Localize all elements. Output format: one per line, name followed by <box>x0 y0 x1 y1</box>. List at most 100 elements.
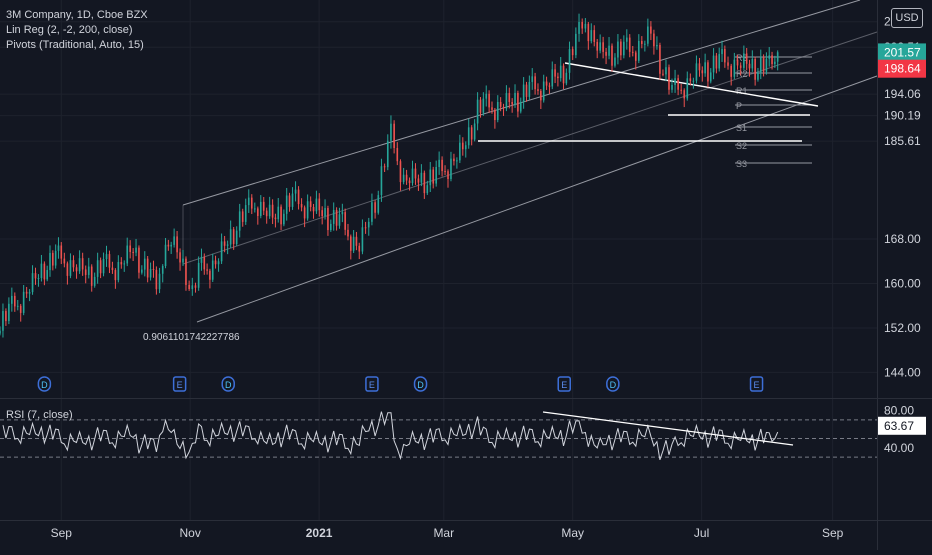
candle-body <box>525 84 528 97</box>
candle-body <box>623 41 625 56</box>
candle-body <box>405 174 408 181</box>
time-tick-label: Sep <box>822 526 844 540</box>
candle-body <box>78 258 81 272</box>
candle-body <box>244 205 247 222</box>
candle-body <box>324 208 326 217</box>
candle-body <box>762 57 765 72</box>
candle-body <box>152 269 155 271</box>
resistance-trendline <box>564 62 819 107</box>
candle-body <box>568 49 571 73</box>
candle-body <box>768 55 771 59</box>
candle-body <box>721 49 723 55</box>
candle-body <box>191 285 194 290</box>
candle-body <box>13 295 16 307</box>
candle-body <box>344 212 346 230</box>
candle-body <box>367 221 370 228</box>
candle-body <box>554 69 556 77</box>
candle-body <box>235 230 238 245</box>
dividend-marker <box>606 376 620 392</box>
candle-body <box>447 171 449 180</box>
candle-body <box>49 252 51 271</box>
candle-body <box>259 201 262 216</box>
candle-body <box>438 159 440 168</box>
earnings-marker <box>557 376 571 392</box>
candle-body <box>132 251 134 253</box>
candle-body <box>262 201 265 211</box>
linreg-study-label[interactable]: Lin Reg (2, -2, 200, close) <box>6 24 133 36</box>
candle-body <box>423 172 426 194</box>
candle-body <box>371 202 373 222</box>
regression-value-label: 0.9061101742227786 <box>143 332 240 343</box>
candle-body <box>294 189 297 194</box>
candle-body <box>176 236 178 253</box>
pivot-label: S1 <box>736 123 747 133</box>
candle-body <box>671 85 673 90</box>
candle-body <box>683 90 686 99</box>
rsi-axis[interactable]: 80.00 40.00 63.67 <box>878 404 926 455</box>
candle-body <box>90 266 93 286</box>
candle-body <box>355 236 358 246</box>
candle-body <box>338 214 341 226</box>
candle-body <box>701 70 704 74</box>
candle-body <box>57 245 60 251</box>
candle-body <box>517 92 519 112</box>
candle-body <box>689 78 692 82</box>
candle-body <box>417 178 420 183</box>
candle-body <box>19 305 22 313</box>
candle-body <box>584 23 587 29</box>
candle-body <box>704 62 706 74</box>
rsi-study-label[interactable]: RSI (7, close) <box>6 409 73 421</box>
candle-body <box>332 209 335 224</box>
candle-body <box>677 78 679 90</box>
currency-button[interactable]: USD <box>891 8 923 28</box>
candle-body <box>707 62 709 82</box>
candle-body <box>155 269 158 290</box>
candle-body <box>380 166 383 196</box>
candle-body <box>143 258 146 270</box>
candle-body <box>656 44 658 47</box>
candle-body <box>441 159 443 172</box>
candle-body <box>420 172 423 183</box>
candle-body <box>488 93 490 108</box>
candle-body <box>309 201 312 207</box>
candles <box>0 13 779 338</box>
candle-body <box>2 311 4 331</box>
candle-body <box>182 258 184 263</box>
candle-body <box>502 106 505 109</box>
time-tick-label: 2021 <box>306 526 333 540</box>
rsi-line <box>2 411 779 461</box>
candle-body <box>173 236 175 245</box>
candle-body <box>511 101 513 105</box>
candle-body <box>146 258 149 278</box>
candle-body <box>31 273 34 293</box>
candle-body <box>211 260 214 280</box>
time-tick-label: Mar <box>433 526 454 540</box>
candle-body <box>739 65 742 68</box>
candle-body <box>330 223 332 231</box>
event-marker-label: E <box>369 380 375 390</box>
pivots-study-label[interactable]: Pivots (Traditional, Auto, 15) <box>6 39 144 51</box>
symbol-title[interactable]: 3M Company, 1D, Cboe BZX <box>6 9 148 21</box>
candle-body <box>43 263 46 280</box>
candle-body <box>114 270 117 281</box>
candle-body <box>411 168 414 184</box>
candle-body <box>327 208 329 231</box>
price-tag-box <box>878 59 926 78</box>
time-axis[interactable]: Sep Nov 2021 Mar May Jul Sep <box>51 526 844 540</box>
candle-body <box>111 267 114 271</box>
candle-body <box>206 269 208 271</box>
rsi-value-tag <box>878 416 926 435</box>
candle-body <box>250 197 253 209</box>
candle-body <box>40 263 43 279</box>
event-marker-label: E <box>561 380 567 390</box>
candle-body <box>335 209 338 226</box>
candle-body <box>634 52 637 61</box>
candle-body <box>285 195 288 214</box>
candle-body <box>241 211 244 222</box>
candle-body <box>46 270 49 280</box>
candle-body <box>587 23 590 42</box>
candle-body <box>647 26 649 44</box>
candle-body <box>537 89 539 91</box>
